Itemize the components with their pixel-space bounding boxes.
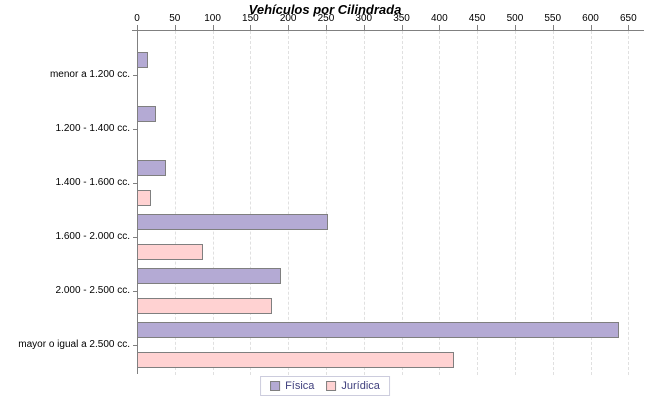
x-tick-mark: [401, 25, 403, 30]
legend-item-juridica: Jurídica: [326, 380, 380, 392]
x-tick-label: 350: [393, 13, 410, 24]
x-tick-label: 300: [355, 13, 373, 24]
chart-title: Vehículos por Cilindrada: [248, 2, 402, 17]
x-tick-label: 600: [582, 13, 599, 24]
x-tick-mark: [628, 25, 630, 30]
legend-label-fisica: Física: [285, 380, 315, 392]
legend-label-juridica: Jurídica: [341, 380, 380, 392]
y-tick-mark: [133, 345, 137, 346]
gridline-250: [325, 31, 327, 375]
gridline-600: [590, 31, 592, 375]
bar-fisica-1-200-1-400-cc-: [137, 106, 156, 122]
category-label: mayor o igual a 2.500 cc.: [18, 339, 130, 350]
bar-fisica-menor-a-1-200-cc-: [137, 52, 148, 68]
x-tick-label: 150: [242, 13, 259, 24]
x-tick-label: 250: [317, 13, 335, 24]
x-tick-label: 400: [430, 13, 448, 24]
x-tick-mark: [514, 25, 516, 30]
bar-juridica-1-600-2-000-cc-: [137, 244, 203, 260]
gridline-100: [212, 31, 214, 375]
bar-fisica-1-400-1-600-cc-: [137, 160, 166, 176]
gridline-50: [174, 31, 176, 375]
gridline-450: [477, 31, 479, 375]
category-label: 1.600 - 2.000 cc.: [55, 231, 131, 242]
x-tick-mark: [212, 25, 214, 30]
x-tick-label: 50: [169, 13, 181, 24]
gridline-400: [439, 31, 441, 375]
x-tick-mark: [137, 25, 138, 30]
x-tick-label: 550: [544, 13, 562, 24]
x-tick-mark: [363, 25, 365, 30]
legend-item-fisica: Física: [270, 380, 314, 392]
bar-fisica-1-600-2-000-cc-: [137, 214, 328, 230]
y-tick-mark: [133, 291, 137, 292]
y-tick-mark: [133, 129, 137, 130]
x-tick-label: 450: [468, 13, 486, 24]
bar-fisica-mayor-o-igual-a-2-500-cc-: [137, 322, 619, 338]
gridline-300: [363, 31, 365, 375]
category-label: 1.400 - 1.600 cc.: [55, 177, 131, 188]
x-tick-label: 650: [619, 13, 637, 24]
legend-swatch-juridica: [326, 381, 337, 391]
x-axis-line: [132, 30, 644, 31]
gridline-650: [628, 31, 630, 375]
bar-fisica-2-000-2-500-cc-: [137, 268, 281, 284]
gridline-150: [250, 31, 252, 375]
x-tick-label: 200: [279, 13, 297, 24]
gridline-500: [514, 31, 516, 375]
category-label: 2.000 - 2.500 cc.: [55, 285, 131, 296]
x-tick-label: 500: [506, 13, 524, 24]
x-tick-label: 100: [204, 13, 221, 24]
category-label: menor a 1.200 cc.: [49, 69, 130, 80]
y-tick-mark: [133, 75, 137, 76]
x-tick-mark: [325, 25, 327, 30]
x-tick-mark: [174, 25, 176, 30]
x-tick-mark: [439, 25, 441, 30]
x-tick-mark: [552, 25, 554, 30]
category-label: 1.200 - 1.400 cc.: [55, 123, 131, 134]
x-tick-mark: [590, 25, 592, 30]
legend-swatch-fisica: [270, 381, 281, 391]
x-tick-mark: [288, 25, 290, 30]
bar-juridica-mayor-o-igual-a-2-500-cc-: [137, 352, 454, 368]
gridline-200: [288, 31, 290, 375]
bar-juridica-1-400-1-600-cc-: [137, 190, 151, 206]
legend: Física Jurídica: [260, 376, 390, 396]
x-tick-mark: [250, 25, 252, 30]
y-tick-mark: [133, 183, 137, 184]
gridline-550: [552, 31, 554, 375]
bar-juridica-2-000-2-500-cc-: [137, 298, 272, 314]
gridline-350: [401, 31, 403, 375]
x-tick-label: 0: [134, 13, 140, 24]
y-tick-mark: [133, 237, 137, 238]
x-tick-mark: [477, 25, 479, 30]
